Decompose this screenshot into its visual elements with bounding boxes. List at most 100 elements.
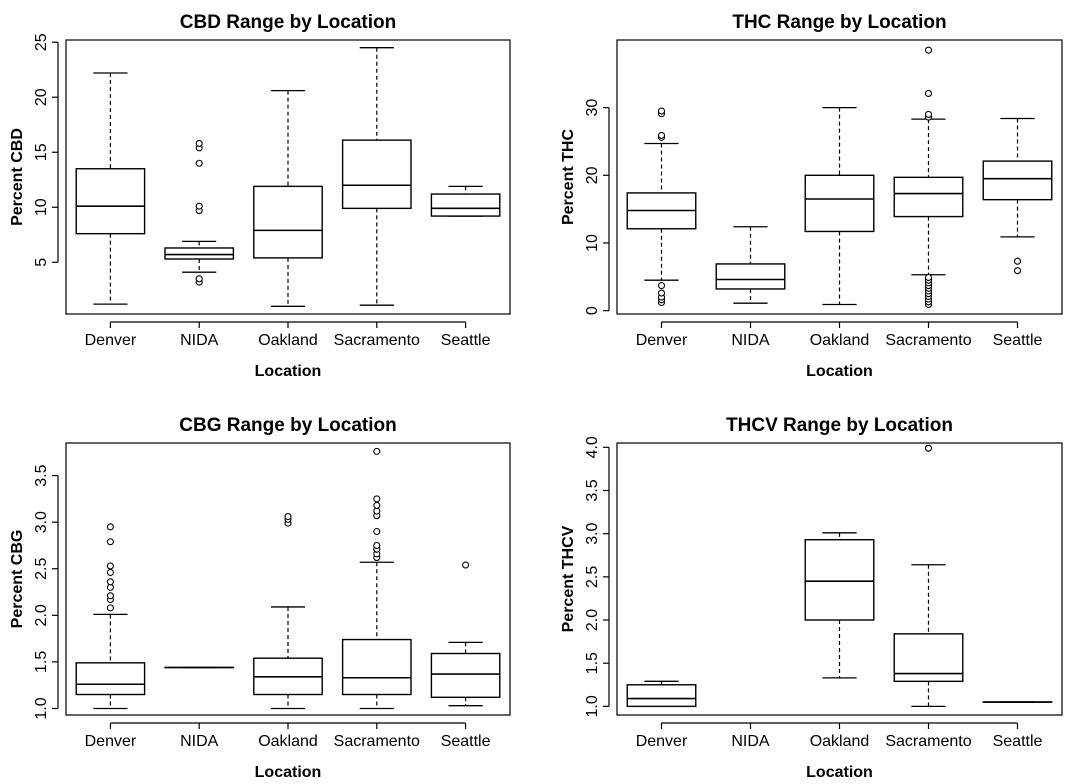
- y-tick-label: 0: [584, 306, 601, 315]
- plot-frame: [616, 442, 1063, 716]
- outlier-point: [373, 541, 381, 550]
- outlier-point: [195, 159, 203, 167]
- outlier-point: [106, 578, 114, 586]
- box-group-oakland: [253, 89, 323, 307]
- box-group-denver: [626, 680, 697, 708]
- outlier-point: [924, 444, 933, 452]
- y-tick-label: 20: [584, 166, 601, 184]
- box-group-nida: [164, 139, 235, 286]
- x-tick-label: Seattle: [993, 332, 1043, 349]
- x-tick-label: Seattle: [441, 332, 491, 349]
- y-tick-label: 1.0: [33, 697, 50, 719]
- y-tick-label: 3.5: [584, 479, 601, 501]
- outlier-point: [462, 561, 470, 569]
- box-iqr: [253, 185, 323, 259]
- chart-title: THC Range by Location: [732, 12, 946, 33]
- y-tick-label: 4.0: [584, 436, 601, 458]
- box-iqr: [893, 176, 964, 218]
- chart-title: CBD Range by Location: [180, 12, 396, 33]
- y-tick-label: 3.0: [33, 511, 50, 533]
- plot-frame: [65, 39, 511, 315]
- outlier-point: [106, 562, 114, 570]
- box-group-sacramento: [893, 444, 964, 708]
- chart-panel-4: THCV Range by Location 1.0 1.5 2.0 2.5 3.0 3.5…: [560, 415, 1063, 781]
- x-tick-label: NIDA: [180, 733, 219, 750]
- x-axis-label: Location: [255, 363, 322, 380]
- box-iqr: [715, 263, 786, 290]
- x-axis-label: Location: [806, 363, 873, 380]
- y-tick-label: 1.5: [584, 652, 601, 674]
- x-tick-label: Denver: [85, 332, 137, 349]
- box-iqr: [75, 168, 146, 235]
- box-group-nida: [715, 226, 786, 304]
- outlier-point: [924, 46, 933, 54]
- outlier-point: [284, 513, 292, 521]
- box-group-sacramento: [893, 46, 964, 309]
- box-group-oakland: [804, 532, 875, 679]
- box-group-sacramento: [341, 447, 412, 710]
- box-iqr: [804, 539, 875, 621]
- outlier-point: [106, 538, 114, 546]
- chart-panel-1: CBD Range by Location 5 10 15 20 25 Percent CB…: [9, 12, 511, 380]
- outlier-point: [1013, 267, 1022, 275]
- y-tick-label: 2.0: [33, 604, 50, 626]
- box-iqr: [430, 193, 501, 217]
- box-group-sacramento: [341, 47, 412, 306]
- y-axis-label: Percent CBD: [9, 128, 26, 226]
- outlier-point: [657, 131, 666, 139]
- x-tick-label: Denver: [636, 733, 688, 750]
- x-tick-label: Sacramento: [334, 733, 420, 750]
- x-tick-label: Sacramento: [885, 332, 971, 349]
- y-tick-label: 10: [33, 198, 50, 216]
- chart-title: THCV Range by Location: [726, 415, 953, 436]
- outlier-point: [195, 275, 203, 283]
- box-group-oakland: [804, 107, 875, 306]
- box-iqr: [804, 174, 875, 233]
- y-tick-label: 20: [33, 88, 50, 106]
- y-axis-label: Percent THCV: [560, 525, 577, 632]
- box-group-seattle: [982, 117, 1053, 275]
- x-tick-label: Oakland: [258, 733, 318, 750]
- outlier-point: [924, 89, 933, 97]
- chart-panel-3: CBG Range by Location 1.0 1.5 2.0 2.5 3.0 3.5 P…: [9, 415, 511, 781]
- x-tick-label: Oakland: [258, 332, 318, 349]
- outlier-point: [106, 523, 114, 531]
- box-iqr: [430, 652, 501, 699]
- outlier-point: [924, 273, 933, 282]
- x-tick-label: Oakland: [810, 332, 870, 349]
- chart-title: CBG Range by Location: [179, 415, 396, 436]
- y-tick-label: 2.5: [584, 566, 601, 588]
- x-tick-label: Seattle: [993, 733, 1043, 750]
- y-axis-label: Percent CBG: [9, 530, 26, 629]
- outlier-point: [106, 592, 114, 600]
- x-tick-label: Oakland: [810, 733, 870, 750]
- chart-panel-2: THC Range by Location 0 10 20 30 Percent THC D…: [560, 12, 1063, 380]
- box-iqr: [164, 247, 235, 260]
- box-iqr: [75, 662, 146, 696]
- outlier-point: [657, 107, 666, 115]
- box-iqr: [341, 139, 412, 210]
- y-tick-label: 1.0: [584, 695, 601, 717]
- box-group-seattle: [430, 185, 501, 217]
- y-tick-label: 3.0: [584, 522, 601, 544]
- y-tick-label: 30: [584, 99, 601, 117]
- box-group-denver: [75, 523, 146, 710]
- x-tick-label: Denver: [85, 733, 137, 750]
- y-tick-label: 2.5: [33, 558, 50, 580]
- y-tick-label: 10: [584, 234, 601, 252]
- box-group-denver: [626, 107, 697, 307]
- y-axis-label: Percent THC: [560, 129, 577, 225]
- x-tick-label: Denver: [636, 332, 688, 349]
- outlier-point: [195, 202, 203, 210]
- outlier-point: [373, 495, 381, 503]
- x-tick-label: NIDA: [731, 332, 770, 349]
- outlier-point: [195, 139, 203, 147]
- box-iqr: [982, 160, 1053, 201]
- y-tick-label: 5: [33, 258, 50, 267]
- plot-frame: [616, 39, 1063, 315]
- box-group-oakland: [253, 513, 323, 710]
- x-tick-label: Sacramento: [334, 332, 420, 349]
- x-axis-label: Location: [255, 764, 322, 781]
- box-group-denver: [75, 72, 146, 305]
- y-tick-label: 1.5: [33, 651, 50, 673]
